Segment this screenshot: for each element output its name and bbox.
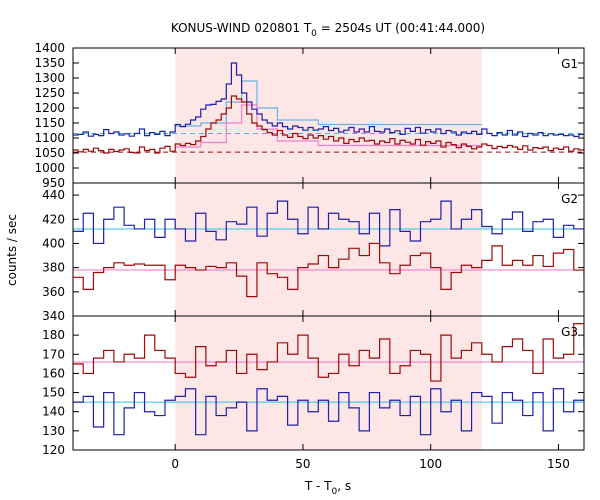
y-tick-label: 1100 xyxy=(34,131,65,145)
plot-area xyxy=(73,323,584,436)
y-tick-label: 1000 xyxy=(34,161,65,175)
series-blue-histogram xyxy=(73,200,584,247)
chart-title: KONUS-WIND 020801 T0 = 2504s UT (00:41:4… xyxy=(171,21,485,39)
y-tick-label: 360 xyxy=(42,285,65,299)
y-tick-label: 130 xyxy=(42,424,65,438)
model-step-line xyxy=(175,80,482,127)
x-tick-label: 0 xyxy=(171,457,179,471)
y-tick-label: 180 xyxy=(42,328,65,342)
y-tick-label: 1200 xyxy=(34,101,65,115)
x-tick-label: 150 xyxy=(547,457,570,471)
y-tick-label: 380 xyxy=(42,261,65,275)
y-tick-label: 140 xyxy=(42,405,65,419)
shaded-interval xyxy=(175,183,482,316)
panel-g2: 340 360 380 400 420 440 G2 xyxy=(42,182,585,323)
y-axis-label: counts / sec xyxy=(5,214,19,286)
y-tick-label: 420 xyxy=(42,212,65,226)
series-red-histogram xyxy=(73,242,584,298)
series-blue-histogram xyxy=(73,62,584,138)
y-tick-label: 120 xyxy=(42,443,65,457)
y-tick-label: 440 xyxy=(42,188,65,202)
panels-group: 950100010501100115012001250130013501400G… xyxy=(34,41,585,471)
y-tick-label: 1150 xyxy=(34,116,65,130)
panel-frame xyxy=(72,315,585,451)
plot-area xyxy=(73,62,584,154)
panel-label: G3 xyxy=(561,325,578,339)
y-tick-label: 150 xyxy=(42,386,65,400)
x-axis-label: T - T0, s xyxy=(304,479,351,497)
y-tick-label: 1050 xyxy=(34,146,65,160)
x-tick-label: 100 xyxy=(419,457,442,471)
y-tick-label: 1250 xyxy=(34,86,65,100)
y-tick-label: 1350 xyxy=(34,56,65,70)
panel-label: G1 xyxy=(561,57,578,71)
y-tick-label: 950 xyxy=(42,176,65,190)
series-blue-histogram xyxy=(73,388,584,436)
y-tick-label: 170 xyxy=(42,347,65,361)
x-tick-label: 50 xyxy=(295,457,310,471)
y-tick-label: 160 xyxy=(42,366,65,380)
panel-label: G2 xyxy=(561,192,578,206)
shaded-interval xyxy=(175,316,482,450)
series-red-histogram xyxy=(73,95,584,154)
series-red-histogram xyxy=(73,323,584,382)
y-tick-label: 400 xyxy=(42,236,65,250)
model-step-line xyxy=(175,104,482,148)
panel-g3: 120 130 140 150 160 170 180 G3 xyxy=(42,315,585,457)
y-tick-label: 1400 xyxy=(34,41,65,55)
y-tick-label: 340 xyxy=(42,309,65,323)
plot-area xyxy=(73,200,584,298)
y-tick-label: 1300 xyxy=(34,71,65,85)
